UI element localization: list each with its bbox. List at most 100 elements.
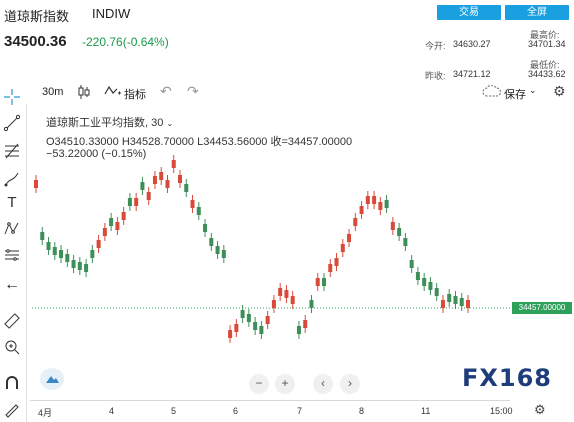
candle-body	[190, 200, 195, 208]
ruler-icon[interactable]	[3, 312, 21, 330]
candle-body	[115, 222, 120, 230]
candle-body	[34, 180, 38, 188]
x-tick: 8	[359, 406, 365, 416]
redo-icon[interactable]: ↷	[187, 83, 199, 99]
candle-body	[422, 278, 427, 286]
candle-body	[90, 250, 95, 258]
legend-name: 道琼斯工业平均指数	[46, 117, 145, 129]
x-tick: 4	[109, 406, 115, 416]
candle-body	[171, 160, 176, 168]
scroll-right-button[interactable]: ›	[340, 374, 360, 394]
candle-body	[165, 180, 170, 188]
indicators-icon[interactable]	[104, 84, 122, 101]
toolbar-divider	[26, 104, 27, 422]
candle-body	[365, 196, 370, 204]
candle-style-icon[interactable]	[77, 84, 91, 103]
save-button[interactable]: 保存	[504, 89, 526, 101]
text-tool-icon[interactable]: T	[7, 194, 17, 211]
candle-body	[240, 310, 245, 318]
candle-body	[65, 254, 70, 262]
cloud-icon[interactable]	[482, 84, 502, 100]
brush-icon[interactable]	[3, 170, 21, 188]
undo-icon[interactable]: ↶	[160, 83, 172, 99]
candle-body	[384, 200, 389, 208]
prev-close-value: 34721.12	[453, 69, 491, 79]
candle-body	[77, 262, 82, 270]
magnet-icon[interactable]	[3, 374, 21, 392]
drawing-toolbar: T ←	[0, 84, 24, 422]
candle-body	[52, 247, 57, 255]
candle-body	[340, 244, 345, 252]
candle-body	[284, 290, 289, 298]
candle-body	[334, 258, 339, 266]
chevron-down-icon[interactable]: ⌄	[529, 85, 537, 95]
price-change: -220.76(-0.64%)	[82, 35, 169, 49]
candle-body	[152, 176, 157, 184]
scroll-left-button[interactable]: ‹	[313, 374, 333, 394]
x-tick: 15:00	[490, 406, 513, 416]
candle-body	[59, 250, 64, 258]
legend-interval: 30	[151, 117, 164, 129]
candle-body	[203, 224, 208, 232]
chart-legend-title: 道琼斯工业平均指数, 30 ⌄	[46, 117, 174, 129]
candle-body	[121, 212, 126, 220]
crosshair-icon[interactable]	[3, 88, 21, 106]
candle-body	[353, 218, 358, 226]
candle-body	[322, 278, 326, 286]
candle-body	[328, 264, 333, 272]
high-value: 34701.34	[528, 39, 566, 49]
candle-body	[159, 172, 164, 180]
logo-cloud-icon[interactable]	[40, 368, 64, 390]
candle-body	[109, 218, 114, 226]
x-tick: 4月	[38, 408, 53, 418]
candle-body	[184, 184, 189, 192]
instrument-title: 道琼斯指数	[4, 9, 70, 24]
candle-body	[253, 322, 258, 330]
low-label: 最低价:	[530, 60, 560, 70]
interval-selector[interactable]: 30m	[42, 86, 64, 98]
trend-line-icon[interactable]	[3, 114, 21, 132]
candle-body	[309, 300, 314, 308]
candle-body	[215, 246, 220, 254]
candle-body	[246, 314, 251, 322]
x-tick: 5	[171, 406, 177, 416]
candle-body	[397, 228, 402, 236]
lock-pencil-icon[interactable]	[3, 400, 21, 418]
candle-body	[102, 228, 107, 236]
legend-chevron-icon[interactable]: ⌄	[166, 119, 174, 128]
candle-body	[71, 260, 76, 268]
candle-body	[140, 182, 145, 190]
candle-body	[428, 282, 433, 290]
candle-body	[466, 300, 470, 308]
candle-body	[390, 222, 395, 230]
axis-settings-gear-icon[interactable]: ⚙	[534, 402, 546, 417]
open-label: 今开:	[425, 41, 446, 51]
pattern-icon[interactable]	[3, 220, 21, 238]
candle-body	[228, 330, 233, 338]
indicators-button[interactable]: 指标	[124, 89, 146, 101]
zoom-in-button[interactable]: +	[275, 374, 295, 394]
legend-change: −53.22000 (−0.15%)	[46, 148, 147, 160]
candle-body	[127, 198, 132, 206]
candle-body	[265, 316, 270, 324]
legend-ohlc: O34510.33000 H34528.70000 L34453.56000 收…	[46, 136, 353, 148]
settings-gear-icon[interactable]: ⚙	[553, 83, 566, 99]
candle-body	[459, 298, 464, 306]
zoom-out-button[interactable]: −	[249, 374, 269, 394]
fib-retracement-icon[interactable]	[3, 142, 21, 160]
fullscreen-button[interactable]: 全屏	[505, 5, 569, 20]
trade-button[interactable]: 交易	[437, 5, 501, 20]
candle-body	[221, 250, 226, 258]
candle-body	[403, 238, 408, 246]
x-tick: 6	[233, 406, 239, 416]
back-arrow-icon[interactable]: ←	[4, 276, 20, 293]
candle-body	[290, 296, 295, 304]
candle-body	[46, 242, 51, 250]
candle-body	[453, 296, 458, 304]
chart-toolbar: 30m 指标 ↶ ↷ 保存 ⌄ ⚙	[0, 80, 574, 104]
prediction-icon[interactable]	[3, 246, 21, 264]
candle-body	[315, 278, 320, 286]
zoom-in-icon[interactable]	[3, 338, 21, 356]
x-tick: 11	[421, 406, 431, 416]
